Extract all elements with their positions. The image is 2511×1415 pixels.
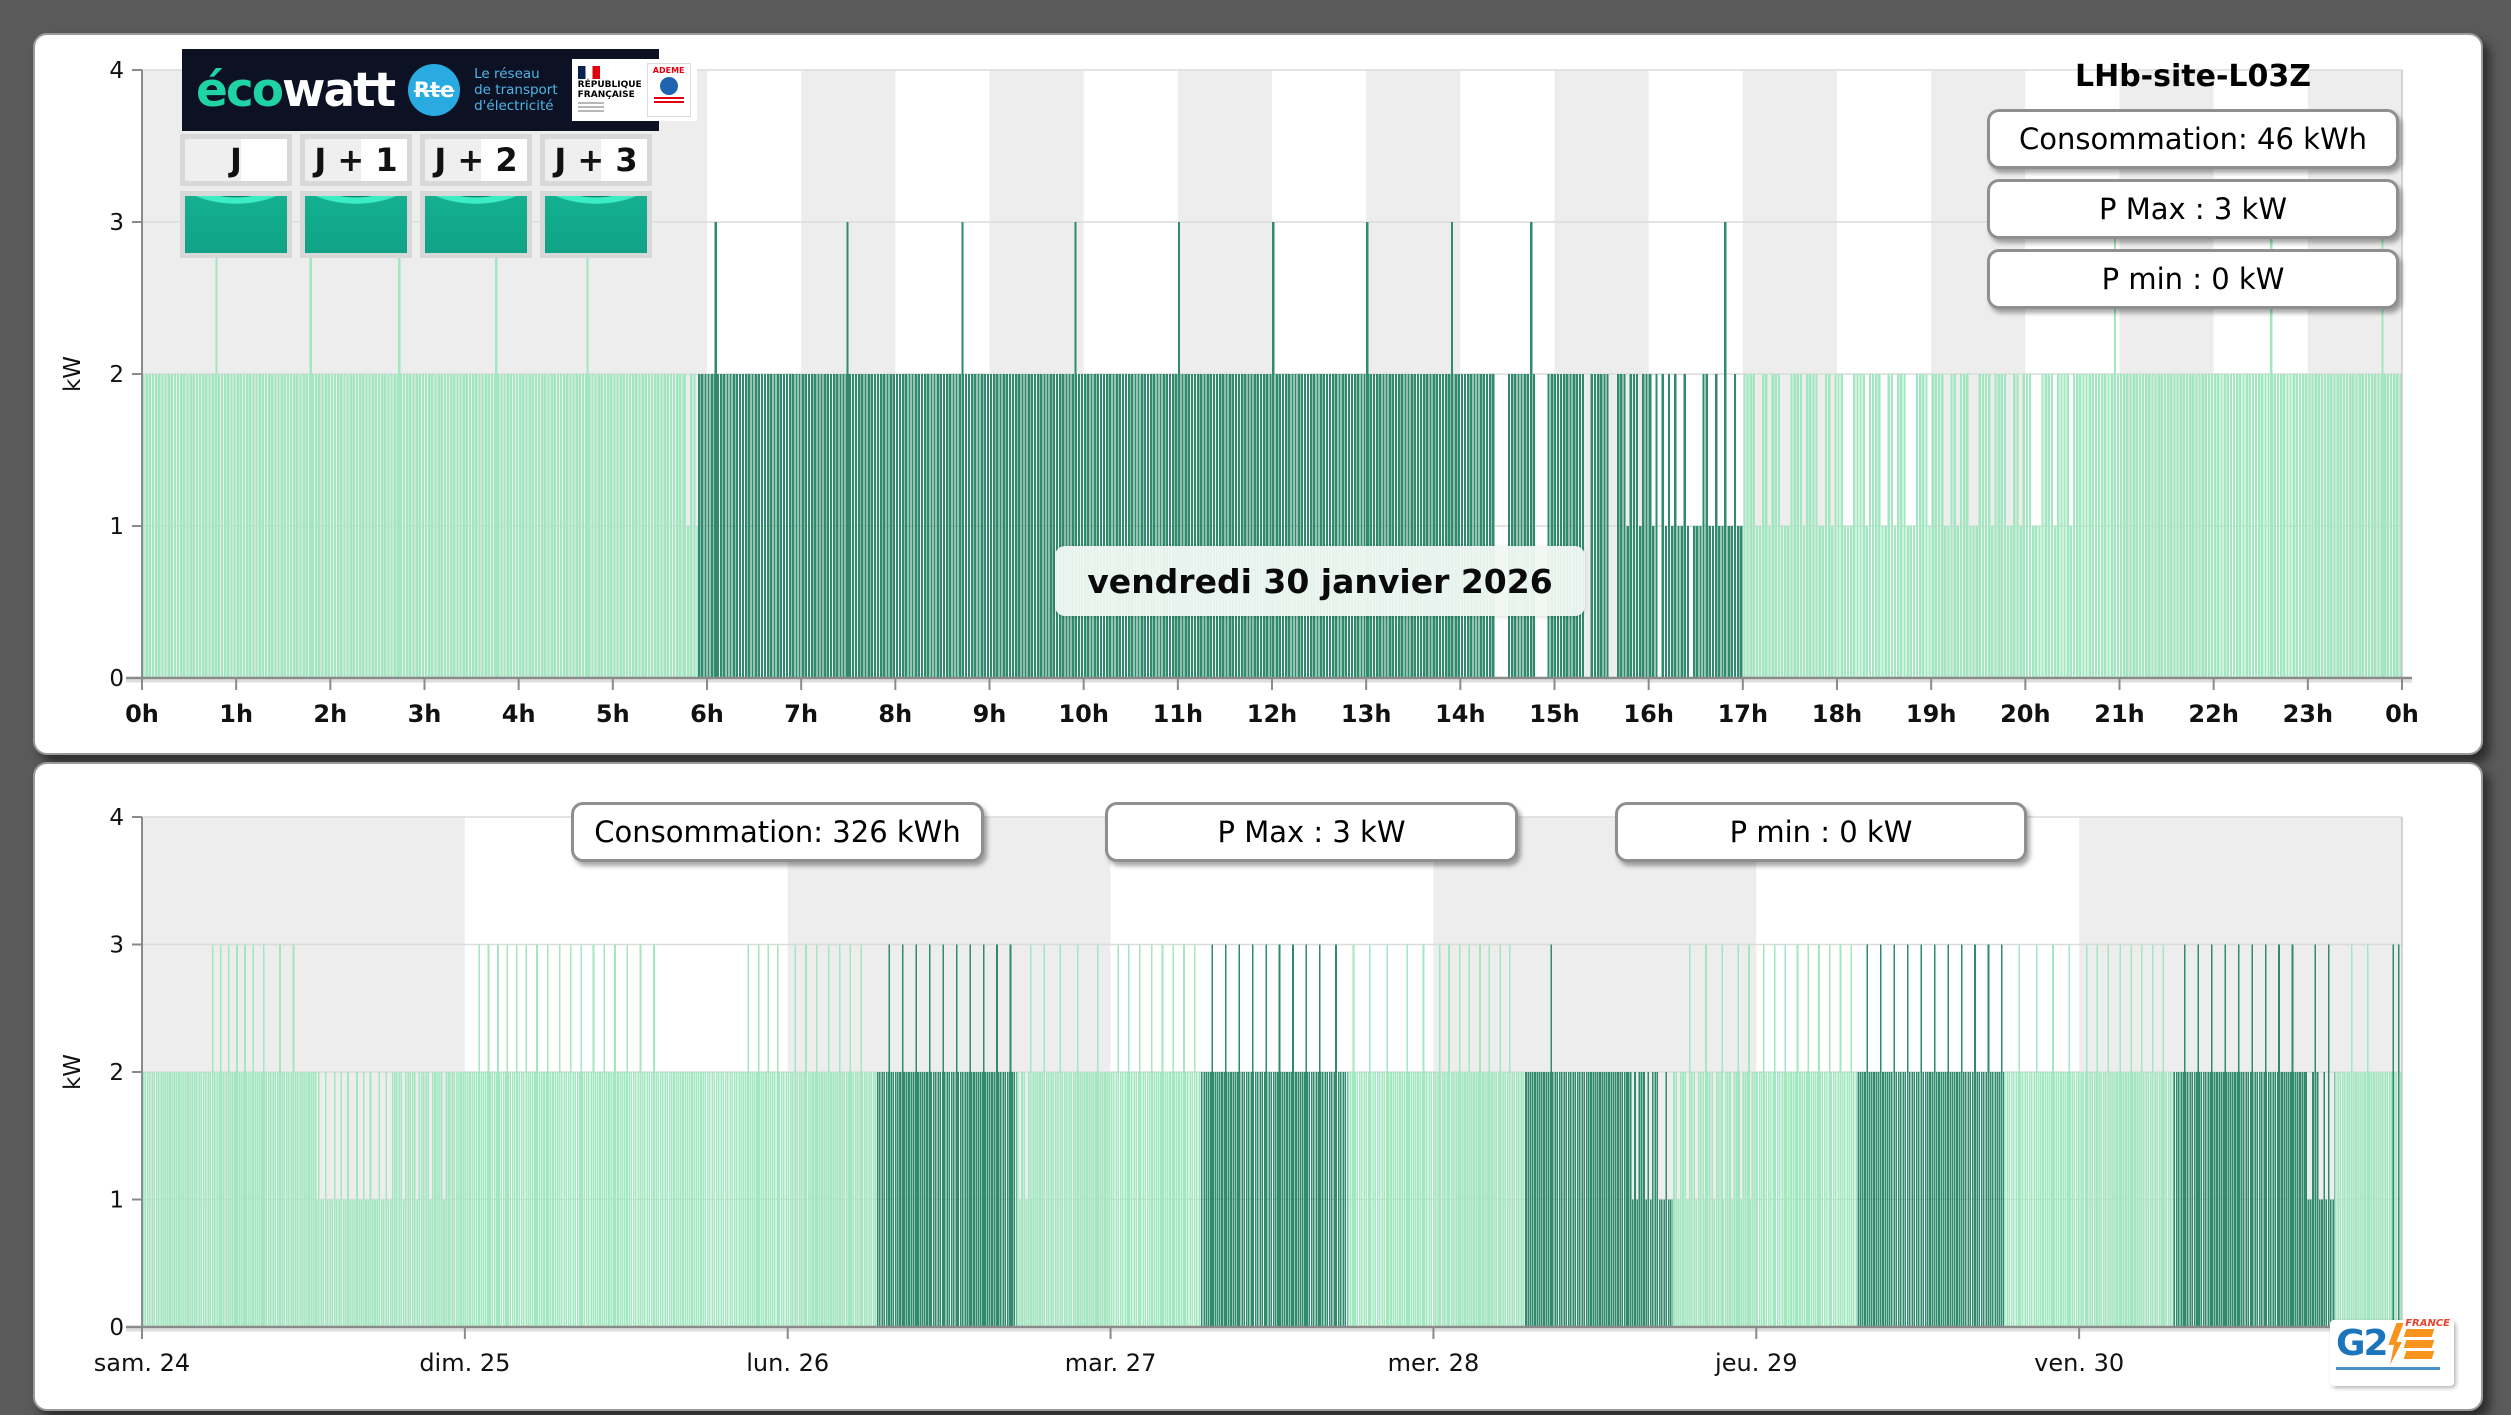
- ecowatt-banner: écowatt Rte Le réseau de transport d'éle…: [182, 49, 697, 131]
- svg-text:3h: 3h: [408, 700, 442, 728]
- svg-text:14h: 14h: [1435, 700, 1485, 728]
- pmin-badge: P min : 0 kW: [1987, 249, 2399, 309]
- republique-francaise-logo: RÉPUBLIQUE FRANÇAISE: [577, 66, 642, 114]
- week-chart-panel: 0 1 2 3 4 kW sam. 24 dim. 25 lun. 26 mar. 27 mer. …: [33, 762, 2483, 1411]
- pmin-badge-week: P min : 0 kW: [1615, 802, 2027, 862]
- ecowatt-logo: écowatt: [196, 62, 396, 118]
- svg-text:21h: 21h: [2094, 700, 2144, 728]
- pmax-badge-week: P Max : 3 kW: [1105, 802, 1518, 862]
- globe-icon: [659, 77, 678, 95]
- svg-text:2: 2: [109, 362, 124, 388]
- svg-text:1: 1: [109, 514, 124, 540]
- svg-text:0h: 0h: [125, 700, 159, 728]
- svg-text:11h: 11h: [1153, 700, 1203, 728]
- svg-text:5h: 5h: [596, 700, 630, 728]
- svg-text:15h: 15h: [1529, 700, 1579, 728]
- svg-text:1h: 1h: [219, 700, 253, 728]
- g2e-tagline: [2336, 1367, 2440, 1370]
- svg-text:4: 4: [109, 58, 124, 84]
- svg-text:17h: 17h: [1718, 700, 1768, 728]
- rte-caption: Le réseau de transport d'électricité: [474, 65, 558, 115]
- svg-text:mar. 27: mar. 27: [1065, 1349, 1157, 1377]
- svg-text:kW: kW: [60, 1054, 86, 1090]
- svg-text:3: 3: [109, 933, 124, 959]
- svg-text:20h: 20h: [2000, 700, 2050, 728]
- svg-text:23h: 23h: [2283, 700, 2333, 728]
- svg-text:sam. 24: sam. 24: [94, 1349, 190, 1377]
- gauge-green-icon: [420, 191, 532, 258]
- svg-text:13h: 13h: [1341, 700, 1391, 728]
- svg-text:22h: 22h: [2188, 700, 2238, 728]
- french-flag-icon: [577, 66, 600, 80]
- svg-text:18h: 18h: [1812, 700, 1862, 728]
- svg-text:0h: 0h: [2385, 700, 2419, 728]
- svg-text:jeu. 29: jeu. 29: [1714, 1349, 1797, 1377]
- forecast-gauges: [180, 191, 660, 258]
- svg-text:6h: 6h: [690, 700, 724, 728]
- svg-text:mer. 28: mer. 28: [1388, 1349, 1480, 1377]
- svg-text:0: 0: [109, 666, 124, 692]
- svg-text:ven. 30: ven. 30: [2034, 1349, 2124, 1377]
- gauge-green-icon: [300, 191, 412, 258]
- svg-text:12h: 12h: [1247, 700, 1297, 728]
- svg-text:dim. 25: dim. 25: [419, 1349, 510, 1377]
- gov-logos: RÉPUBLIQUE FRANÇAISE ADEME: [571, 59, 697, 121]
- svg-text:7h: 7h: [784, 700, 818, 728]
- tab-j[interactable]: J: [180, 134, 292, 186]
- date-annotation: vendredi 30 janvier 2026: [1055, 546, 1585, 616]
- svg-text:19h: 19h: [1906, 700, 1956, 728]
- svg-text:10h: 10h: [1058, 700, 1108, 728]
- svg-text:2h: 2h: [313, 700, 347, 728]
- tab-j3[interactable]: J + 3: [540, 134, 652, 186]
- day-chart-panel: 0 1 2 3 4 kW 0h 1h 2h 3h 4h 5h 6h 7h 8h 9h 10h 11h 12h 13h 1…: [33, 33, 2483, 755]
- g2e-e-icon: [2403, 1329, 2434, 1359]
- svg-text:kW: kW: [60, 356, 86, 392]
- forecast-tabs: J J + 1 J + 2 J + 3: [180, 134, 660, 186]
- g2e-logo: G2 FRANCE: [2330, 1318, 2454, 1386]
- svg-text:3: 3: [109, 210, 124, 236]
- page-title: LHb-site-L03Z: [2074, 59, 2312, 94]
- pmax-badge: P Max : 3 kW: [1987, 179, 2399, 239]
- svg-text:4h: 4h: [502, 700, 536, 728]
- svg-text:8h: 8h: [878, 700, 912, 728]
- ademe-logo: ADEME: [646, 63, 691, 117]
- consumption-badge-week: Consommation: 326 kWh: [571, 802, 984, 862]
- tab-j2[interactable]: J + 2: [420, 134, 532, 186]
- gauge-green-icon: [540, 191, 652, 258]
- svg-text:4: 4: [109, 805, 124, 831]
- svg-text:1: 1: [109, 1188, 124, 1214]
- rte-logo-icon: Rte: [408, 64, 461, 116]
- svg-text:lun. 26: lun. 26: [746, 1349, 829, 1377]
- tab-j1[interactable]: J + 1: [300, 134, 412, 186]
- consumption-badge: Consommation: 46 kWh: [1987, 109, 2399, 169]
- week-chart: 0 1 2 3 4 kW sam. 24 dim. 25 lun. 26 mar. 27 mer. …: [60, 805, 2412, 1377]
- svg-text:9h: 9h: [973, 700, 1007, 728]
- motto-lines: [577, 101, 640, 112]
- gauge-green-icon: [180, 191, 292, 258]
- svg-text:2: 2: [109, 1060, 124, 1086]
- svg-text:0: 0: [109, 1315, 124, 1341]
- svg-text:16h: 16h: [1623, 700, 1673, 728]
- lightning-bolt-icon: [2388, 1323, 2404, 1365]
